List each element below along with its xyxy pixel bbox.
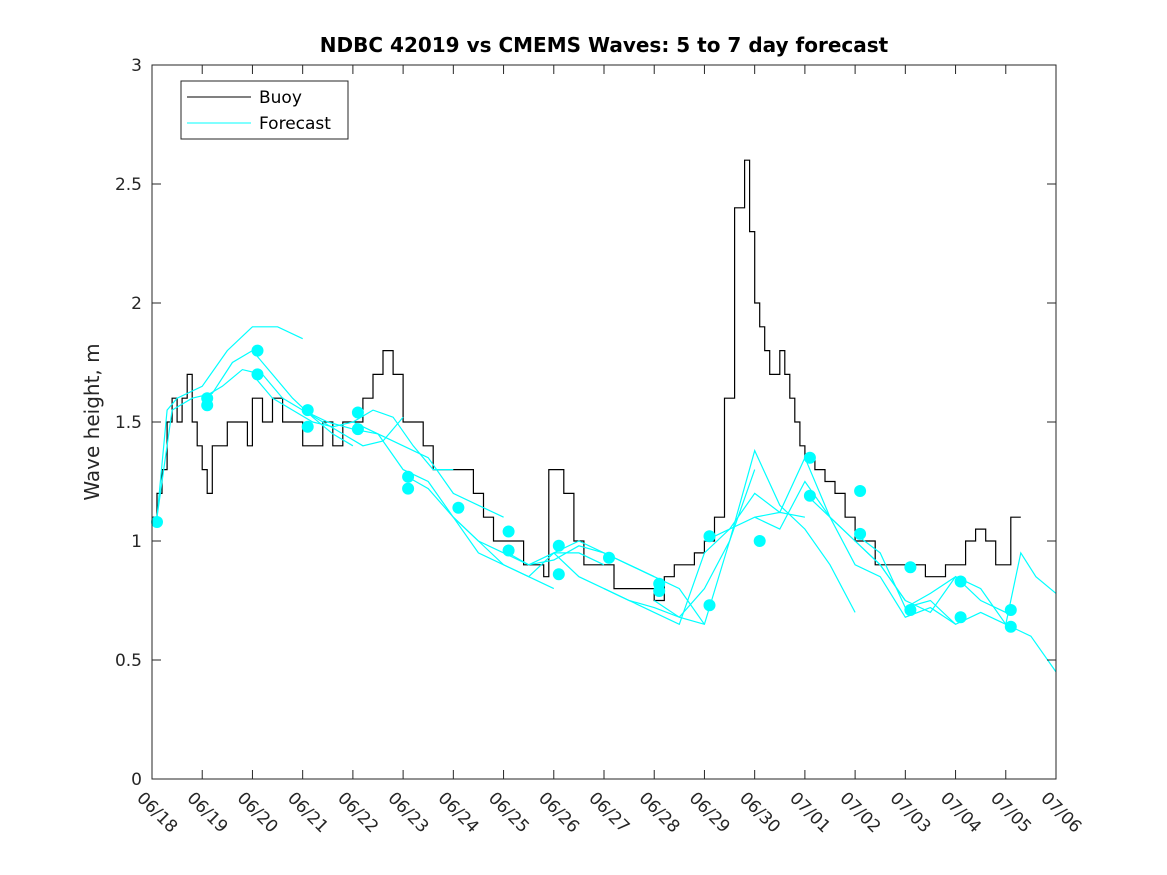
forecast-marker (904, 604, 917, 616)
legend-label-forecast: Forecast (259, 114, 331, 134)
forecast-marker (854, 527, 867, 540)
legend: Buoy Forecast (180, 80, 349, 140)
series-forecast-line-4 (302, 409, 504, 518)
series-forecast-line-11 (653, 448, 856, 626)
forecast-marker (954, 575, 967, 588)
series-forecast-line-8 (503, 545, 705, 625)
y-tick-label: 3 (131, 56, 142, 76)
forecast-marker (552, 568, 565, 581)
y-tick-label: 2.5 (115, 175, 142, 195)
y-tick-label: 0.5 (115, 651, 142, 671)
y-tick-label: 2 (131, 294, 142, 314)
markers-layer (151, 344, 1017, 633)
series-forecast-line-15 (854, 533, 1057, 673)
forecast-marker (402, 470, 415, 483)
forecast-marker (1004, 604, 1017, 616)
forecast-marker (803, 451, 816, 464)
series-forecast-line-14 (804, 492, 1007, 614)
forecast-marker (803, 489, 816, 502)
forecast-marker (502, 525, 515, 538)
forecast-marker (251, 368, 264, 381)
series-forecast-line-0 (156, 326, 303, 518)
forecast-marker (1004, 620, 1017, 633)
series-forecast-line-10 (603, 511, 806, 626)
forecast-marker (653, 577, 666, 590)
forecast-marker (502, 544, 515, 557)
forecast-marker (753, 535, 766, 547)
ticks-layer (151, 64, 1057, 780)
forecast-marker (552, 539, 565, 552)
forecast-marker (854, 485, 867, 497)
forecast-marker (703, 599, 716, 612)
legend-label-buoy: Buoy (259, 88, 302, 108)
y-tick-label: 1 (131, 532, 142, 552)
forecast-marker (301, 420, 314, 433)
y-axis-title: Wave height, m (80, 343, 104, 500)
forecast-marker (301, 404, 314, 417)
series-buoy-line (152, 159, 1021, 602)
legend-box (180, 80, 349, 140)
y-tick-labels: 0 0.5 1 1.5 2 2.5 3 (115, 56, 142, 790)
forecast-marker (904, 561, 917, 574)
series-forecast-line-16 (905, 551, 1057, 626)
y-tick-label: 1.5 (115, 413, 142, 433)
series-forecast-line-13 (754, 480, 956, 625)
forecast-marker (703, 530, 716, 543)
forecast-marker (151, 516, 163, 528)
series-forecast-line-9 (553, 469, 756, 618)
forecast-marker (251, 344, 264, 357)
forecast-marker (351, 406, 364, 419)
forecast-marker (603, 551, 615, 564)
forecast-marker (452, 501, 465, 514)
y-tick-label: 0 (131, 770, 142, 790)
forecast-marker (954, 611, 967, 624)
forecast-marker (351, 423, 364, 436)
forecast-marker (201, 399, 214, 412)
forecast-marker (402, 482, 415, 495)
chart-title: NDBC 42019 vs CMEMS Waves: 5 to 7 day fo… (320, 33, 889, 57)
